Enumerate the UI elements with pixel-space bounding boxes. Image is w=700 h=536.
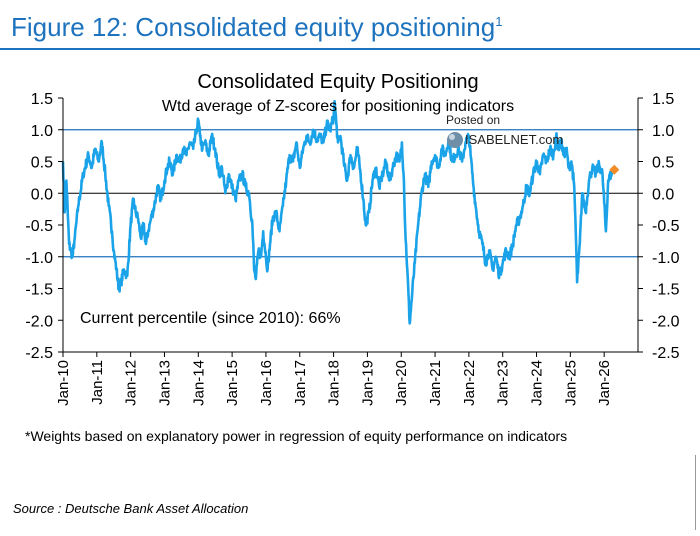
title-rule	[0, 48, 700, 50]
x-tick-label: Jan-16	[258, 360, 275, 406]
x-tick-label: Jan-24	[529, 360, 546, 406]
y-tick-label-right: 0.0	[652, 186, 674, 203]
figure-title-text: Figure 12: Consolidated equity positioni…	[11, 12, 496, 42]
x-tick-label: Jan-19	[359, 360, 376, 406]
y-tick-label-right: -2.5	[652, 345, 680, 362]
y-tick-label-right: -1.0	[652, 250, 680, 267]
x-tick-label: Jan-10	[55, 360, 72, 406]
y-tick-label-left: -2.5	[25, 345, 53, 362]
chart-area: 1.5 1.5 1.0 1.0 0.5 0.5 0.0 0.0 -0.5 -0.5 -1.0 -1.0…	[0, 60, 700, 460]
x-tick-label: Jan-25	[562, 360, 579, 406]
figure-title: Figure 12: Consolidated equity positioni…	[11, 12, 502, 43]
current-value-marker	[609, 164, 620, 175]
source-note: Source : Deutsche Bank Asset Allocation	[13, 501, 249, 516]
y-tick-label-left: 1.5	[31, 91, 53, 108]
series-line-positioning	[61, 99, 614, 325]
watermark-posted-on: Posted on	[446, 113, 500, 127]
x-tick-label: Jan-26	[596, 360, 613, 406]
x-tick-label: Jan-12	[123, 360, 140, 406]
watermark-logo-icon	[447, 132, 463, 148]
percentile-annotation: Current percentile (since 2010): 66%	[80, 310, 341, 327]
x-tick-label: Jan-18	[326, 360, 343, 406]
y-tick-label-left: -1.0	[25, 250, 53, 267]
x-tick-label: Jan-15	[224, 360, 241, 406]
x-tick-label: Jan-21	[427, 360, 444, 406]
y-tick-label-right: -1.5	[652, 282, 680, 299]
y-tick-label-left: 0.5	[31, 155, 53, 172]
figure-title-footnote-mark: 1	[495, 14, 503, 29]
y-tick-label-left: -0.5	[25, 218, 53, 235]
x-tick-label: Jan-14	[190, 360, 207, 406]
right-divider	[695, 455, 696, 530]
x-tick-label: Jan-17	[292, 360, 309, 406]
y-tick-label-left: 1.0	[31, 123, 53, 140]
y-tick-label-right: 0.5	[652, 155, 674, 172]
y-tick-label-left: -2.0	[25, 313, 53, 330]
y-tick-label-right: 1.5	[652, 91, 674, 108]
y-tick-label-left: -1.5	[25, 282, 53, 299]
footnote: *Weights based on explanatory power in r…	[25, 428, 568, 444]
x-tick-label: Jan-13	[156, 360, 173, 406]
chart-title: Consolidated Equity Positioning	[197, 71, 478, 93]
watermark-isabelnet: ISABELNET.com	[465, 132, 563, 147]
x-tick-label: Jan-11	[89, 360, 106, 405]
y-tick-label-right: 1.0	[652, 123, 674, 140]
equity-positioning-chart: 1.5 1.5 1.0 1.0 0.5 0.5 0.0 0.0 -0.5 -0.5 -1.0 -1.0…	[25, 71, 680, 406]
x-tick-label: Jan-23	[495, 360, 512, 406]
chart-subtitle: Wtd average of Z-scores for positioning …	[162, 98, 514, 115]
x-tick-label: Jan-20	[393, 360, 410, 406]
y-tick-label-right: -2.0	[652, 313, 680, 330]
y-tick-label-right: -0.5	[652, 218, 680, 235]
x-tick-label: Jan-22	[461, 360, 478, 406]
y-tick-label-left: 0.0	[31, 186, 53, 203]
